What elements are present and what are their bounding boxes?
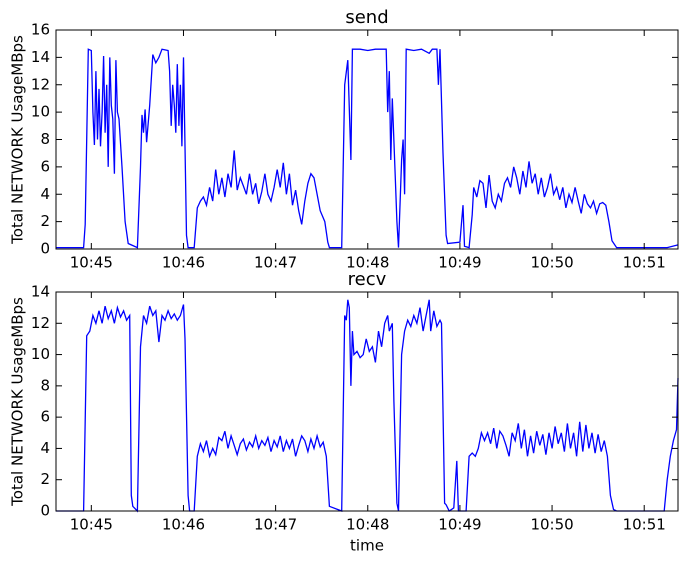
- y-axis-label: Total NETWORK UsageMBps: [9, 297, 27, 507]
- x-tick-label: 10:49: [438, 254, 481, 272]
- y-tick-label: 10: [31, 103, 50, 121]
- y-tick-label: 6: [40, 157, 50, 175]
- data-line: [56, 299, 679, 513]
- x-axis-label: time: [350, 537, 384, 555]
- x-tick-label: 10:51: [623, 516, 666, 534]
- plot-frame: [55, 291, 679, 512]
- y-axis-label: Total NETWORK UsageMBps: [9, 35, 27, 245]
- x-tick-label: 10:50: [530, 254, 573, 272]
- chart-title: recv: [348, 269, 387, 290]
- x-tick-label: 10:48: [346, 254, 389, 272]
- y-tick-label: 12: [31, 314, 50, 332]
- x-tick-label: 10:46: [162, 516, 205, 534]
- x-tick-label: 10:48: [346, 516, 389, 534]
- y-tick-label: 2: [40, 470, 50, 488]
- y-tick-label: 14: [31, 48, 50, 66]
- y-tick-label: 0: [40, 502, 50, 520]
- y-tick-label: 8: [40, 130, 50, 148]
- chart-title: send: [345, 7, 388, 28]
- y-tick-label: 10: [31, 345, 50, 363]
- y-tick-label: 4: [40, 185, 50, 203]
- x-tick-label: 10:45: [70, 516, 113, 534]
- x-tick-label: 10:45: [70, 254, 113, 272]
- x-tick-label: 10:47: [254, 516, 297, 534]
- x-tick-label: 10:47: [254, 254, 297, 272]
- y-tick-label: 16: [31, 21, 50, 39]
- plot-frame: [55, 29, 679, 250]
- y-tick-label: 14: [31, 283, 50, 301]
- x-tick-label: 10:49: [438, 516, 481, 534]
- x-tick-label: 10:46: [162, 254, 205, 272]
- y-tick-label: 0: [40, 240, 50, 258]
- y-tick-label: 12: [31, 75, 50, 93]
- y-tick-label: 4: [40, 439, 50, 457]
- data-line: [56, 48, 679, 249]
- y-tick-label: 8: [40, 376, 50, 394]
- x-tick-label: 10:51: [623, 254, 666, 272]
- y-tick-label: 6: [40, 408, 50, 426]
- y-tick-label: 2: [40, 212, 50, 230]
- x-tick-label: 10:50: [530, 516, 573, 534]
